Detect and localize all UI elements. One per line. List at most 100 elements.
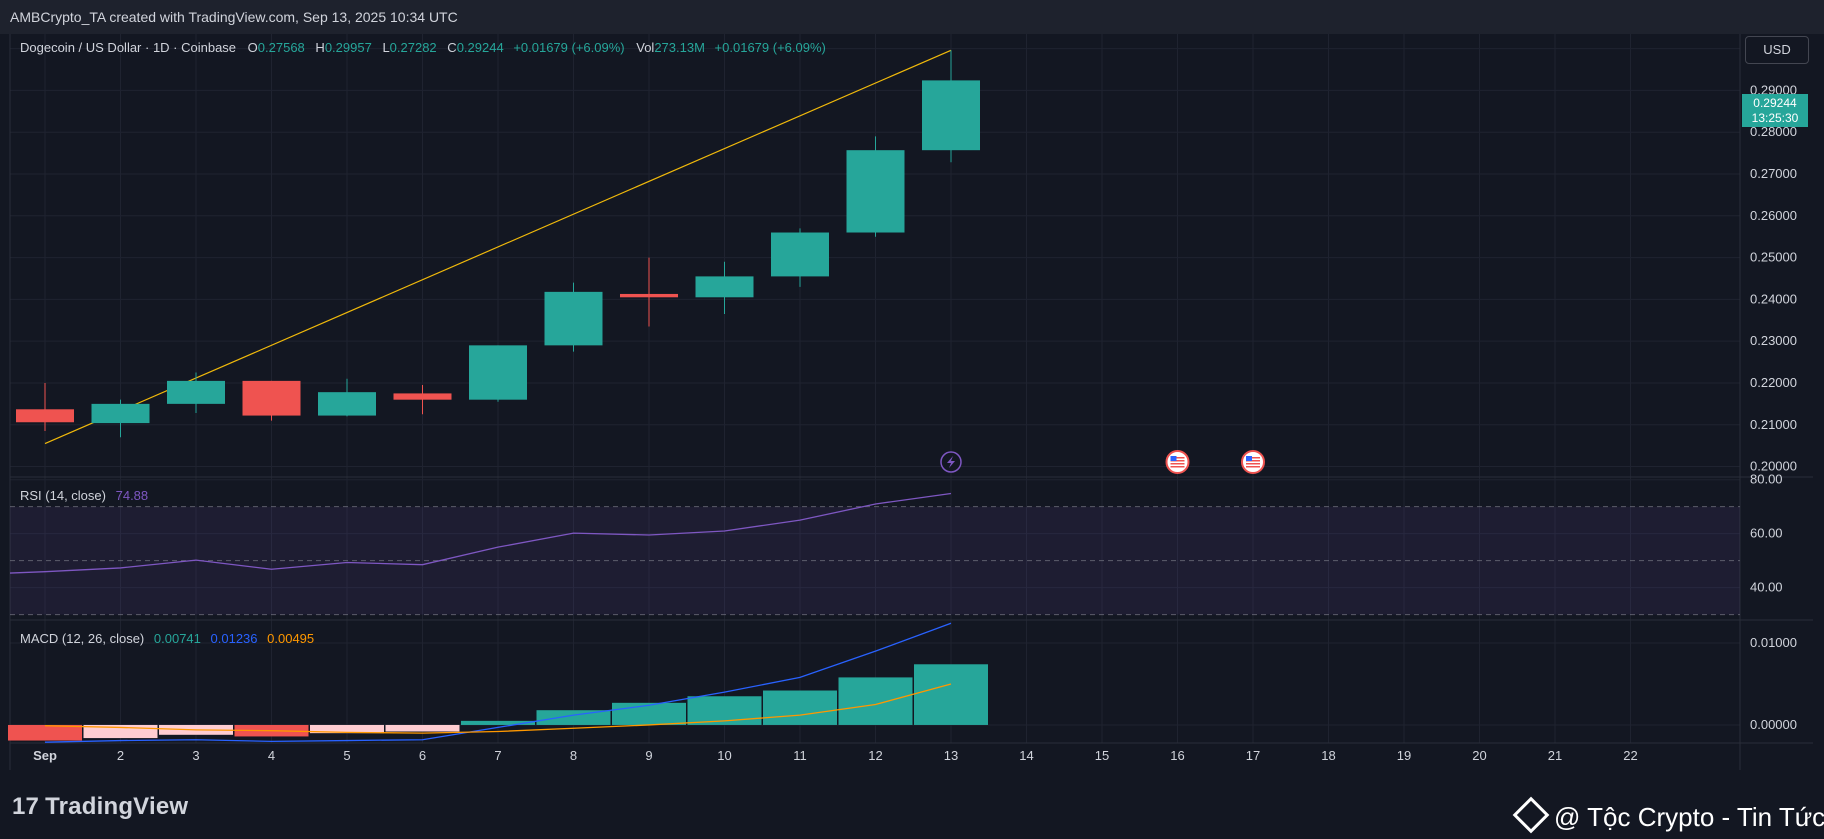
us-flag-icon bbox=[1165, 450, 1190, 474]
us-flag-icon-ring bbox=[1165, 450, 1190, 474]
diamond-icon bbox=[1512, 796, 1550, 834]
candle-body bbox=[167, 380, 225, 404]
tradingview-brand[interactable]: 17 TradingView bbox=[12, 793, 188, 821]
x-tick-label: 3 bbox=[192, 748, 199, 763]
tradingview-name: TradingView bbox=[45, 793, 189, 820]
macd-histogram-bar bbox=[8, 724, 82, 741]
y-tick-label: 0.01000 bbox=[1750, 635, 1797, 650]
us-flag-canton bbox=[1170, 456, 1177, 461]
symbol-label: Dogecoin / US Dollar · 1D · Coinbase bbox=[20, 40, 236, 55]
rsi-polyline bbox=[9, 492, 952, 574]
x-tick-label: 17 bbox=[1246, 748, 1260, 763]
us-flag-stripe bbox=[1246, 466, 1260, 468]
y-tick-label: 0.25000 bbox=[1750, 250, 1797, 265]
rsi-label: RSI (14, close) bbox=[20, 488, 106, 503]
signal-value: 0.01236 bbox=[211, 631, 258, 646]
bar-countdown: 13:25:30 bbox=[1751, 111, 1799, 125]
open-label: O bbox=[248, 40, 258, 55]
y-tick-label: 0.28000 bbox=[1750, 124, 1797, 139]
y-tick-label: 40.00 bbox=[1750, 580, 1783, 595]
candle-body bbox=[393, 393, 452, 400]
rsi-line bbox=[9, 492, 952, 574]
macd-histogram-bar bbox=[385, 724, 460, 732]
chart-canvas[interactable]: 0.20000 0.21000 0.22000 0.23000 0.24000 0.250… bbox=[0, 0, 1824, 770]
x-tick-label: 19 bbox=[1397, 748, 1411, 763]
low-label: L bbox=[382, 40, 389, 55]
main-legend: Dogecoin / US Dollar · 1D · Coinbase O0.… bbox=[20, 40, 826, 55]
macd-value: 0.00741 bbox=[154, 631, 201, 646]
x-tick-label: 21 bbox=[1548, 748, 1562, 763]
currency-button[interactable]: USD bbox=[1745, 36, 1809, 64]
y-tick-label: 80.00 bbox=[1750, 472, 1783, 487]
macd-label: MACD (12, 26, close) bbox=[20, 631, 144, 646]
candle-body bbox=[16, 409, 74, 423]
x-tick-label: 11 bbox=[793, 748, 807, 763]
y-tick-label: 0.29000 bbox=[1750, 82, 1797, 97]
macd-histogram-bar bbox=[310, 724, 384, 734]
candle-body bbox=[922, 80, 980, 151]
candle-body bbox=[620, 293, 678, 298]
macd-histogram-bar bbox=[612, 702, 686, 725]
candlesticks bbox=[16, 50, 980, 438]
event-markers[interactable] bbox=[940, 450, 1265, 474]
volume-change: +0.01679 (+6.09%) bbox=[715, 40, 826, 55]
candle-body bbox=[469, 345, 527, 400]
macd-legend: MACD (12, 26, close) 0.00741 0.01236 0.0… bbox=[20, 631, 314, 646]
open-value: 0.27568 bbox=[258, 40, 305, 55]
rsi-value: 74.88 bbox=[116, 488, 149, 503]
time-axis[interactable]: Sep 2 3 4 5 6 7 8 9 10 11 12 13 14 15 16 17 18 19 20 21 22 bbox=[33, 748, 1638, 763]
y-tick-label: 0.22000 bbox=[1750, 375, 1797, 390]
watermark: @ Tộc Crypto - Tin Tức... bbox=[1512, 796, 1824, 834]
x-tick-label: 2 bbox=[117, 748, 124, 763]
histogram-value: 0.00495 bbox=[267, 631, 314, 646]
us-flag-stripe bbox=[1246, 460, 1260, 462]
volume-value: 273.13M bbox=[654, 40, 705, 55]
macd-histogram-bar bbox=[914, 664, 988, 725]
us-flag-stripe bbox=[1246, 457, 1260, 459]
y-tick-label: 0.21000 bbox=[1750, 417, 1797, 432]
x-tick-label: 8 bbox=[570, 748, 577, 763]
rsi-legend: RSI (14, close) 74.88 bbox=[20, 488, 148, 503]
x-tick-label: Sep bbox=[33, 748, 57, 763]
high-value: 0.29957 bbox=[325, 40, 372, 55]
macd-histogram-bar bbox=[536, 710, 611, 725]
lightning-icon-bolt bbox=[947, 456, 955, 468]
watermark-text: @ Tộc Crypto - Tin Tức... bbox=[1554, 802, 1824, 832]
macd-pane bbox=[8, 622, 988, 743]
x-tick-label: 15 bbox=[1095, 748, 1109, 763]
y-tick-label: 0.00000 bbox=[1750, 717, 1797, 732]
macd-histogram-bar bbox=[687, 696, 762, 725]
price-axis[interactable]: 0.20000 0.21000 0.22000 0.23000 0.24000 0.250… bbox=[1750, 41, 1797, 732]
us-flag-icon bbox=[1241, 450, 1265, 474]
x-tick-label: 4 bbox=[268, 748, 275, 763]
candle-body bbox=[846, 150, 905, 233]
candle-body bbox=[318, 392, 376, 416]
low-value: 0.27282 bbox=[390, 40, 437, 55]
pane-separators bbox=[9, 34, 1813, 770]
footer bbox=[0, 770, 1824, 839]
x-tick-label: 12 bbox=[868, 748, 882, 763]
us-flag-stripe bbox=[1246, 463, 1260, 465]
x-tick-label: 20 bbox=[1472, 748, 1486, 763]
volume-label: Vol bbox=[636, 40, 654, 55]
macd-histogram-bar bbox=[838, 677, 913, 725]
signal-line bbox=[44, 683, 952, 734]
y-tick-label: 0.26000 bbox=[1750, 208, 1797, 223]
macd-line bbox=[44, 622, 952, 743]
x-tick-label: 5 bbox=[343, 748, 350, 763]
last-price: 0.29244 bbox=[1753, 96, 1797, 110]
us-flag-stripe bbox=[1170, 466, 1185, 468]
tradingview-logo-icon: 17 bbox=[12, 793, 40, 820]
x-tick-label: 22 bbox=[1623, 748, 1637, 763]
x-tick-label: 14 bbox=[1019, 748, 1033, 763]
y-tick-label: 0.24000 bbox=[1750, 291, 1797, 306]
x-tick-label: 13 bbox=[944, 748, 958, 763]
x-tick-label: 6 bbox=[419, 748, 426, 763]
close-label: C bbox=[447, 40, 456, 55]
change-value: +0.01679 (+6.09%) bbox=[513, 40, 624, 55]
candle-body bbox=[91, 403, 150, 424]
candle-body bbox=[695, 276, 754, 298]
x-tick-label: 9 bbox=[645, 748, 652, 763]
attribution-bar: AMBCrypto_TA created with TradingView.co… bbox=[0, 0, 1824, 34]
y-tick-label: 60.00 bbox=[1750, 526, 1783, 541]
